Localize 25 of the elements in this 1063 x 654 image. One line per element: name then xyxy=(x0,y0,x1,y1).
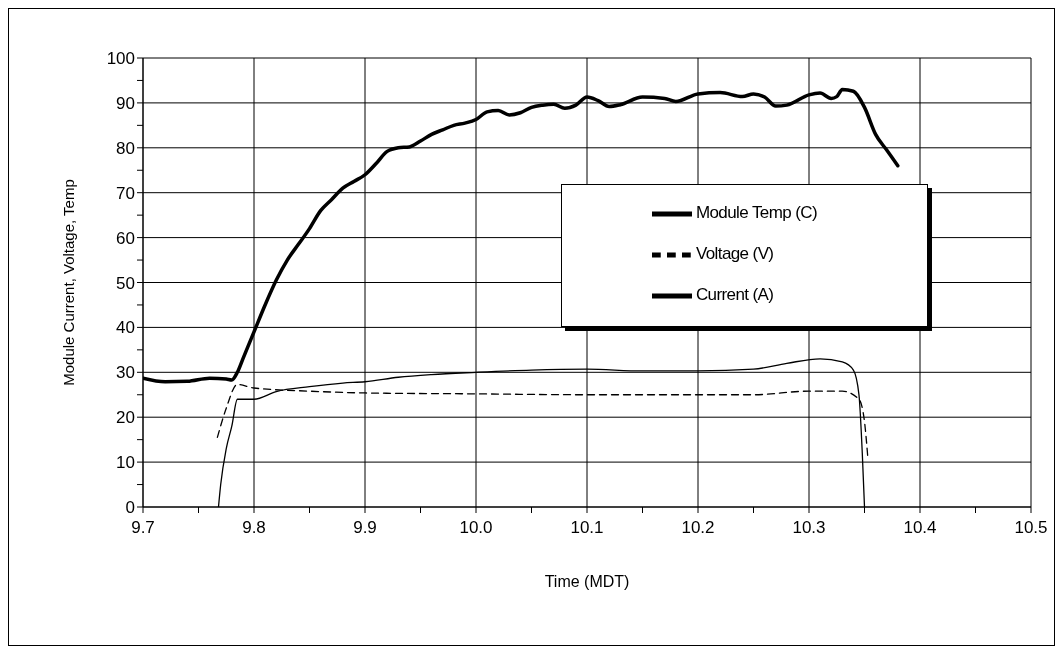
legend-label: Current (A) xyxy=(695,283,774,306)
y-tick-label: 20 xyxy=(116,408,135,428)
x-tick-label: 9.9 xyxy=(353,518,377,538)
x-tick-label: 9.7 xyxy=(131,518,155,538)
legend-label: Voltage (V) xyxy=(695,243,774,266)
legend-label: Module Temp (C) xyxy=(695,202,817,225)
x-tick-label: 10.3 xyxy=(792,518,826,538)
y-tick-label: 100 xyxy=(106,49,135,69)
x-tick-label: 10.2 xyxy=(681,518,715,538)
y-tick-label: 10 xyxy=(116,453,135,473)
x-axis-title: Time (MDT) xyxy=(544,573,630,590)
x-tick-label: 10.4 xyxy=(903,518,937,538)
x-tick-label: 10.5 xyxy=(1014,518,1048,538)
y-tick-label: 30 xyxy=(116,363,135,383)
x-tick-label: 10.0 xyxy=(459,518,493,538)
x-tick-label: 9.8 xyxy=(242,518,266,538)
y-tick-label: 50 xyxy=(116,273,135,293)
y-tick-label: 40 xyxy=(116,318,135,338)
y-tick-label: 60 xyxy=(116,228,135,248)
y-axis-title: Module Current, Voltage, Temp xyxy=(60,179,78,386)
x-tick-label: 10.1 xyxy=(570,518,604,538)
y-tick-label: 80 xyxy=(116,138,135,158)
y-tick-label: 70 xyxy=(116,183,135,203)
y-tick-label: 0 xyxy=(125,498,135,518)
y-tick-label: 90 xyxy=(116,93,135,113)
